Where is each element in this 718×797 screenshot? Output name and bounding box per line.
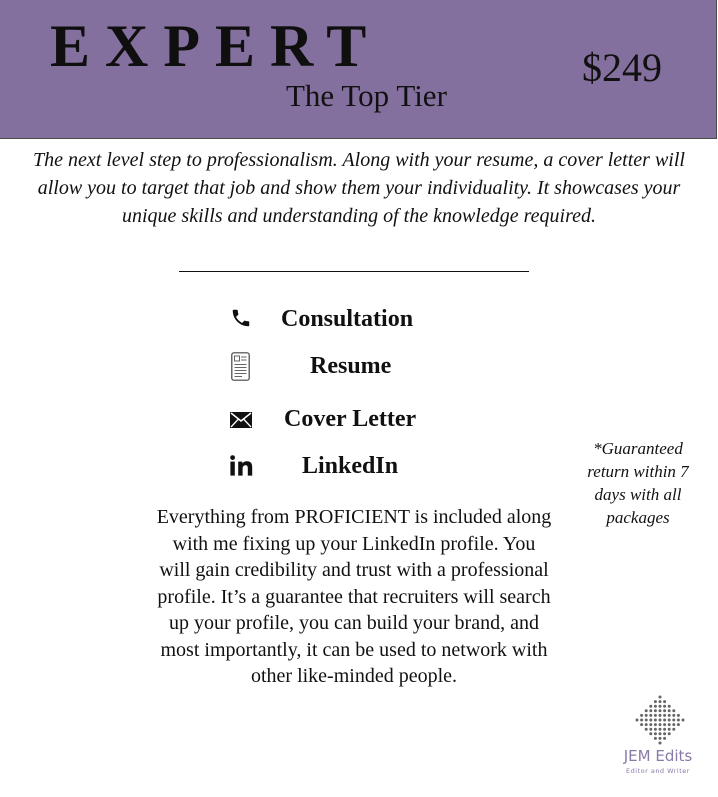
logo-dot bbox=[658, 709, 662, 713]
logo-dot bbox=[676, 718, 680, 722]
service-linkedin: LinkedIn bbox=[302, 453, 399, 479]
logo-dot bbox=[658, 713, 662, 717]
logo-dot bbox=[667, 718, 671, 722]
logo-dot bbox=[672, 709, 676, 713]
linkedin-icon bbox=[230, 455, 253, 476]
logo-dot bbox=[635, 718, 639, 722]
logo-dot bbox=[681, 718, 685, 722]
logo-dot bbox=[667, 713, 671, 717]
logo-dot bbox=[658, 723, 662, 727]
logo-dot bbox=[658, 741, 662, 745]
guarantee-note: *Guaranteed return within 7 days with al… bbox=[587, 439, 689, 527]
logo-dot bbox=[672, 718, 676, 722]
logo-dot bbox=[658, 700, 662, 704]
logo-dot bbox=[640, 718, 644, 722]
logo-dot bbox=[658, 704, 662, 708]
logo-dot bbox=[667, 704, 671, 708]
logo-dot bbox=[649, 732, 653, 736]
logo-dot bbox=[667, 723, 671, 727]
logo-tagline: Editor and Writer bbox=[626, 767, 690, 775]
logo-dot bbox=[672, 727, 676, 731]
logo-dot bbox=[663, 700, 667, 704]
divider-line bbox=[179, 271, 529, 272]
intro-paragraph: The next level step to professionalism. … bbox=[33, 149, 685, 227]
service-cover-letter: Cover Letter bbox=[284, 406, 417, 432]
tier-title: EXPERT bbox=[50, 13, 382, 79]
logo-dot bbox=[658, 718, 662, 722]
service-consultation: Consultation bbox=[281, 306, 414, 332]
logo-dot bbox=[676, 713, 680, 717]
logo-dot bbox=[649, 704, 653, 708]
logo-dot bbox=[663, 709, 667, 713]
header-banner: EXPERT The Top Tier $249 bbox=[0, 0, 717, 139]
logo-dot bbox=[644, 718, 648, 722]
logo-dot bbox=[653, 718, 657, 722]
logo-dot bbox=[663, 704, 667, 708]
logo-dot bbox=[644, 709, 648, 713]
logo-dot bbox=[649, 709, 653, 713]
envelope-icon bbox=[230, 412, 252, 428]
logo-dot bbox=[658, 736, 662, 740]
tier-price: $249 bbox=[582, 45, 662, 90]
logo-dot bbox=[644, 713, 648, 717]
document-icon bbox=[231, 352, 250, 381]
tier-subtitle: The Top Tier bbox=[286, 78, 447, 113]
logo-dot bbox=[653, 713, 657, 717]
logo-dot bbox=[653, 709, 657, 713]
service-resume: Resume bbox=[310, 353, 392, 379]
logo-dot bbox=[653, 727, 657, 731]
logo-dot bbox=[644, 723, 648, 727]
logo-name: JEM Edits bbox=[623, 747, 693, 765]
logo-dot bbox=[653, 723, 657, 727]
logo-dot bbox=[663, 732, 667, 736]
logo-dot bbox=[663, 713, 667, 717]
logo-dot bbox=[653, 700, 657, 704]
logo-dot bbox=[644, 727, 648, 731]
logo-dot bbox=[667, 727, 671, 731]
logo-dot bbox=[676, 723, 680, 727]
logo-dot bbox=[653, 732, 657, 736]
logo-dot bbox=[667, 709, 671, 713]
logo-dot bbox=[653, 736, 657, 740]
logo-dot bbox=[667, 732, 671, 736]
logo-dot bbox=[663, 736, 667, 740]
logo-dot bbox=[663, 727, 667, 731]
logo-dot bbox=[640, 713, 644, 717]
logo-dot bbox=[649, 723, 653, 727]
logo-dot bbox=[653, 704, 657, 708]
logo-dot bbox=[640, 723, 644, 727]
logo-dot bbox=[658, 727, 662, 731]
logo-dot bbox=[649, 718, 653, 722]
logo-dot bbox=[672, 713, 676, 717]
logo-dot bbox=[663, 718, 667, 722]
logo-dot bbox=[658, 695, 662, 699]
logo-dot bbox=[658, 732, 662, 736]
logo-dots-icon bbox=[635, 695, 685, 745]
logo-dot bbox=[649, 713, 653, 717]
logo-dot bbox=[663, 723, 667, 727]
logo-dot bbox=[672, 723, 676, 727]
logo-dot bbox=[649, 727, 653, 731]
description-paragraph: Everything from PROFICIENT is included a… bbox=[156, 506, 552, 687]
phone-icon bbox=[232, 309, 250, 327]
